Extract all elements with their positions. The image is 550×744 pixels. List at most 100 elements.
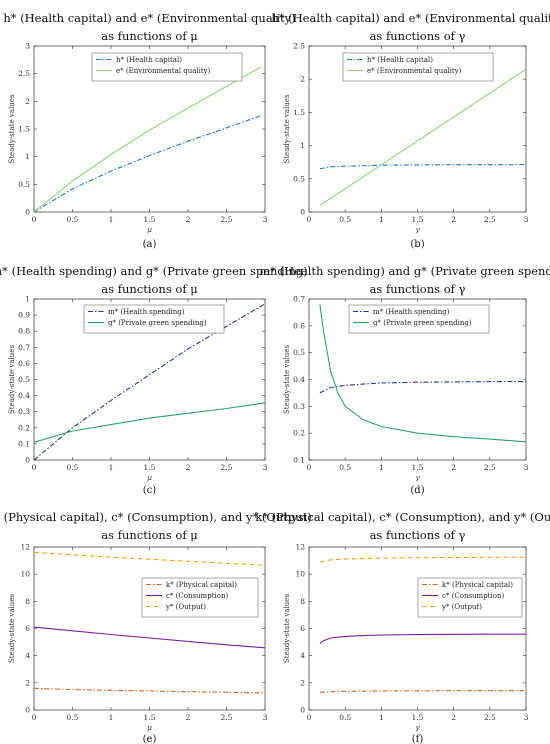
legend-label: g* (Private green spending) xyxy=(373,319,472,327)
y-tick-label: 6 xyxy=(25,624,30,633)
series-line xyxy=(319,304,527,443)
chart-title: k* (Physical capital), c* (Consumption),… xyxy=(0,510,312,524)
x-tick-label: 0 xyxy=(32,463,37,472)
y-tick-label: 1 xyxy=(25,152,30,161)
y-tick-label: 2 xyxy=(300,75,305,84)
y-tick-label: 0 xyxy=(25,208,30,217)
x-tick-label: 3 xyxy=(263,463,268,472)
chart-subtitle: as functions of μ xyxy=(101,528,198,542)
y-tick-label: 4 xyxy=(25,651,30,660)
y-tick-label: 0.5 xyxy=(293,174,305,183)
x-tick-label: 0 xyxy=(307,713,312,722)
x-tick-label: 1.5 xyxy=(144,463,156,472)
x-tick-label: 0.5 xyxy=(339,215,351,224)
x-tick-label: 1.5 xyxy=(412,215,424,224)
x-axis-label: γ xyxy=(415,723,420,732)
chart-title: m* (Health spending) and g* (Private gre… xyxy=(259,264,550,278)
x-tick-label: 2.5 xyxy=(484,713,496,722)
y-tick-label: 0.7 xyxy=(293,295,305,304)
x-tick-label: 3 xyxy=(263,215,268,224)
legend-label: y* (Output) xyxy=(441,603,482,611)
y-tick-label: 10 xyxy=(295,570,305,579)
y-tick-label: 0.5 xyxy=(293,348,305,357)
y-tick-label: 0.6 xyxy=(18,359,30,368)
legend-box xyxy=(348,304,490,334)
y-tick-label: 2 xyxy=(300,678,305,687)
x-tick-label: 2 xyxy=(186,713,191,722)
x-axis-label: μ xyxy=(147,473,152,482)
chart-title: h* (Health capital) and e* (Environmenta… xyxy=(3,11,295,25)
y-tick-label: 0.5 xyxy=(18,180,30,189)
x-tick-label: 0 xyxy=(32,713,37,722)
y-tick-label: 0 xyxy=(300,208,305,217)
x-tick-label: 1.5 xyxy=(412,713,424,722)
x-tick-label: 0 xyxy=(32,215,37,224)
y-tick-label: 3 xyxy=(25,42,30,51)
panel-label: (f) xyxy=(412,734,424,744)
y-tick-label: 4 xyxy=(300,651,305,660)
y-axis-label: Steady-state values xyxy=(283,594,291,664)
x-tick-label: 0.5 xyxy=(339,463,351,472)
chart-panel-d: m* (Health spending) and g* (Private gre… xyxy=(259,264,550,496)
chart-panel-c: m* (Health spending) and g* (Private gre… xyxy=(0,264,308,496)
x-tick-label: 2.5 xyxy=(484,463,496,472)
series-line xyxy=(319,633,526,644)
y-axis-label: Steady-state values xyxy=(283,345,291,415)
chart-subtitle: as functions of μ xyxy=(101,29,198,43)
y-tick-label: 12 xyxy=(295,543,305,552)
y-tick-label: 0.5 xyxy=(18,375,30,384)
chart-panel-e: k* (Physical capital), c* (Consumption),… xyxy=(0,510,312,744)
plot-area xyxy=(33,546,266,711)
x-tick-label: 3 xyxy=(524,713,529,722)
x-tick-label: 2 xyxy=(451,463,456,472)
x-axis-label: γ xyxy=(415,225,420,234)
chart-subtitle: as functions of μ xyxy=(101,282,198,296)
x-axis-label: μ xyxy=(147,225,152,234)
y-tick-label: 0.6 xyxy=(293,321,305,330)
x-tick-label: 2 xyxy=(451,215,456,224)
legend: k* (Physical capital) c* (Consumption) y* … xyxy=(417,577,523,618)
x-tick-label: 2.5 xyxy=(484,215,496,224)
y-tick-label: 0 xyxy=(25,456,30,465)
panel-label: (e) xyxy=(143,734,157,744)
panel-label: (c) xyxy=(143,485,157,496)
legend: m* (Health spending) g* (Private green sp… xyxy=(348,304,490,334)
series-line xyxy=(319,164,527,170)
y-tick-label: 0.4 xyxy=(293,375,305,384)
x-tick-label: 1.5 xyxy=(144,713,156,722)
series-line xyxy=(33,402,266,443)
x-tick-label: 1.5 xyxy=(412,463,424,472)
chart-title: h* (Health capital) and e* (Environmenta… xyxy=(271,11,550,25)
x-tick-label: 1 xyxy=(109,713,114,722)
y-tick-label: 0.2 xyxy=(18,423,30,432)
y-axis-label: Steady-state values xyxy=(8,594,16,664)
x-axis-label: γ xyxy=(415,473,420,482)
chart-title: k* (Physical capital), c* (Consumption),… xyxy=(255,510,550,524)
x-tick-label: 1.5 xyxy=(144,215,156,224)
x-tick-label: 3 xyxy=(524,215,529,224)
legend-box xyxy=(91,52,243,82)
x-tick-label: 1 xyxy=(379,463,384,472)
x-tick-label: 0 xyxy=(307,215,312,224)
series-line xyxy=(319,556,527,563)
legend-label: c* (Consumption) xyxy=(166,592,228,600)
x-tick-label: 2 xyxy=(186,215,191,224)
y-tick-label: 0.1 xyxy=(18,439,30,448)
legend-label: k* (Physical capital) xyxy=(166,581,237,589)
series-line xyxy=(319,381,526,394)
legend-label: e* (Environmental quality) xyxy=(116,67,211,75)
y-tick-label: 0 xyxy=(25,706,30,715)
x-tick-label: 1 xyxy=(379,713,384,722)
x-tick-label: 3 xyxy=(524,463,529,472)
y-tick-label: 0.7 xyxy=(18,343,30,352)
y-axis-label: Steady-state values xyxy=(8,345,16,415)
legend-label: e* (Environmental quality) xyxy=(367,67,462,75)
x-tick-label: 1 xyxy=(109,215,114,224)
y-tick-label: 0 xyxy=(300,706,305,715)
y-tick-label: 1 xyxy=(25,295,30,304)
panel-label: (a) xyxy=(143,239,157,250)
panel-label: (d) xyxy=(410,485,424,496)
y-tick-label: 1.5 xyxy=(293,108,305,117)
x-tick-label: 3 xyxy=(263,713,268,722)
legend: h* (Health capital) e* (Environmental qua… xyxy=(342,52,494,82)
